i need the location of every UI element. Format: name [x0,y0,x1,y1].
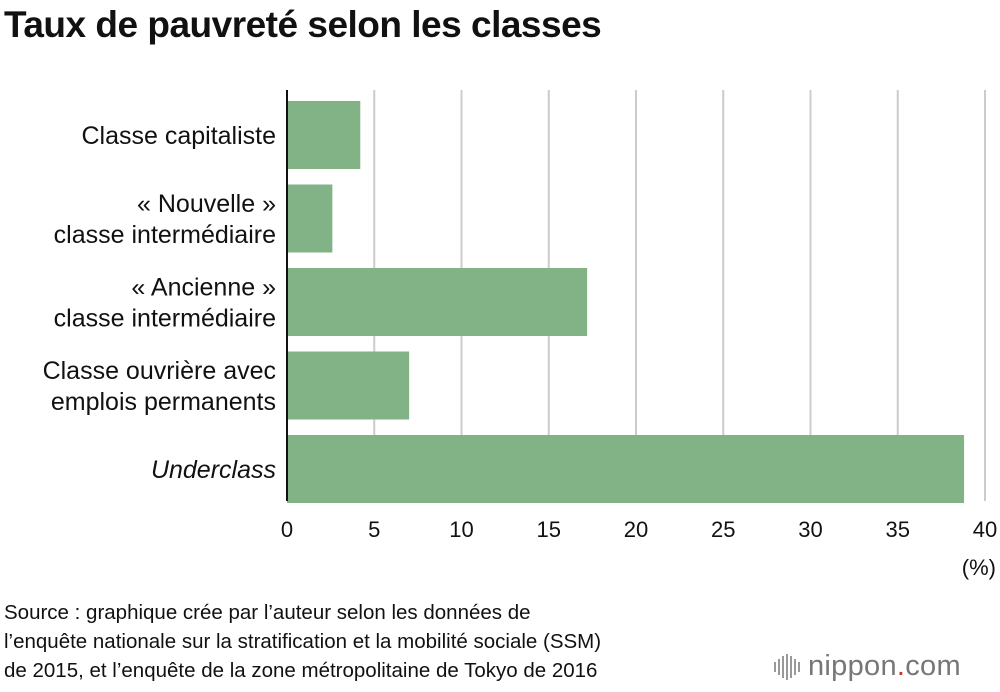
bar [287,184,333,253]
x-tick-label: 20 [624,517,648,542]
source-note: Source : graphique crée par l’auteur sel… [4,598,764,685]
x-tick-label: 25 [711,517,735,542]
source-line: Source : graphique crée par l’auteur sel… [4,601,531,624]
x-unit-label: (%) [962,555,996,580]
x-tick-label: 40 [973,517,997,542]
x-tick-label: 15 [537,517,561,542]
bar [287,268,588,336]
x-tick-label: 30 [798,517,822,542]
x-tick-labels: 0 5 10 15 20 25 30 35 40 [281,517,997,542]
logo-dot: . [896,650,906,682]
x-tick-label: 5 [368,517,380,542]
bar [287,435,965,503]
bar [287,101,361,169]
logo-bars-icon [774,653,800,680]
category-label: Underclass [151,456,276,484]
x-tick-label: 35 [886,517,910,542]
logo-name: nippon [808,650,897,682]
category-labels: Classe capitaliste « Nouvelle » classe int… [43,122,276,484]
x-tick-label: 10 [449,517,473,542]
bar [287,351,410,420]
logo-suffix: com [905,650,961,682]
category-label: Classe ouvrière avec emplois permanents [43,357,276,416]
chart-title: Taux de pauvreté selon les classes [4,4,602,45]
bar-chart: Classe capitaliste « Nouvelle » classe int… [43,90,997,580]
category-label: « Nouvelle » classe intermédiaire [54,190,276,249]
x-tick-label: 0 [281,517,293,542]
source-line: l’enquête nationale sur la stratificatio… [4,630,602,653]
source-line: de 2015, et l’enquête de la zone métropo… [4,659,598,682]
category-label: « Ancienne » classe intermédiaire [54,274,276,333]
bars [287,101,965,503]
nippon-logo: nippon. com [774,650,961,683]
category-label: Classe capitaliste [81,122,276,150]
